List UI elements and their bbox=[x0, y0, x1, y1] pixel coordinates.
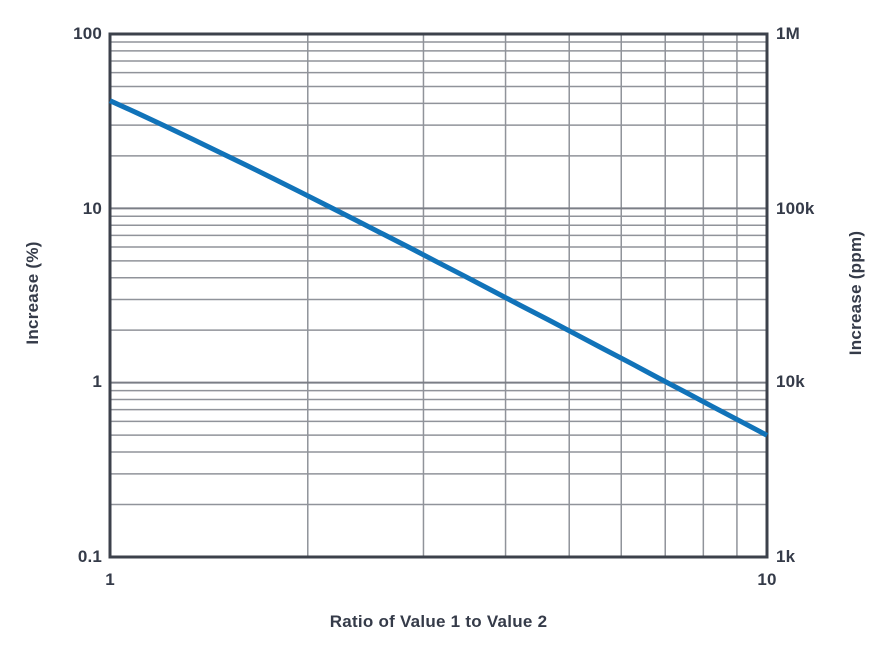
y-tick-left-100: 100 bbox=[73, 24, 102, 43]
y-tick-left-10: 10 bbox=[82, 199, 102, 218]
y-tick-right-100k: 100k bbox=[776, 199, 815, 218]
y-axis-title-right: Increase (ppm) bbox=[846, 230, 865, 356]
y-axis-title-left: Increase (%) bbox=[23, 241, 42, 345]
y-tick-right-1M: 1M bbox=[776, 24, 800, 43]
series-line bbox=[108, 98, 769, 438]
plot-frame bbox=[108, 32, 769, 559]
x-axis-title: Ratio of Value 1 to Value 2 bbox=[329, 612, 548, 631]
y-tick-left-0.1: 0.1 bbox=[77, 547, 102, 566]
y-tick-right-1k: 1k bbox=[776, 547, 796, 566]
x-tick-1: 1 bbox=[105, 570, 115, 589]
y-tick-left-1: 1 bbox=[92, 372, 102, 391]
y-tick-right-10k: 10k bbox=[776, 372, 805, 391]
x-tick-10: 10 bbox=[757, 570, 777, 589]
